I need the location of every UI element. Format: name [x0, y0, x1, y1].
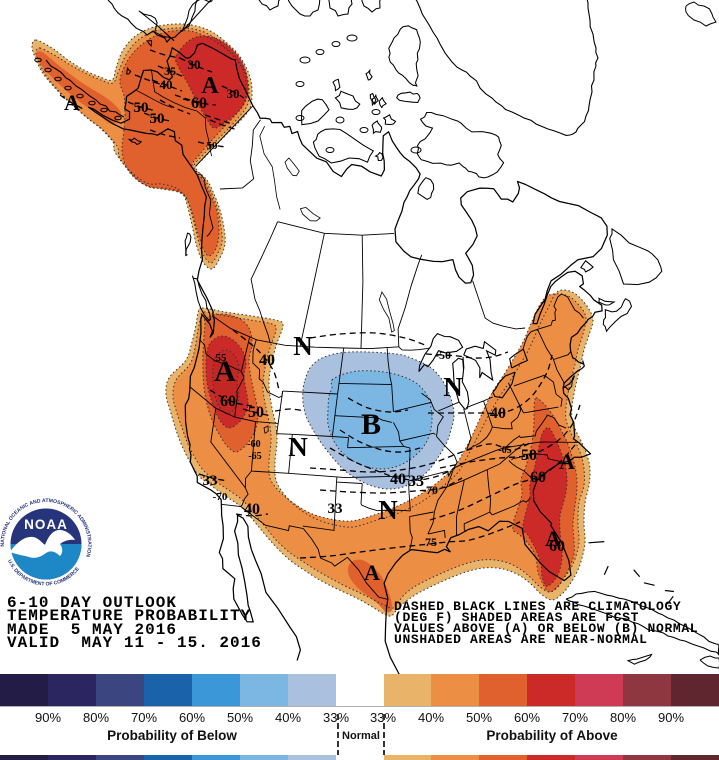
svg-text:50: 50: [248, 404, 264, 421]
svg-text:N: N: [288, 432, 308, 462]
svg-text:60: 60: [530, 469, 546, 486]
svg-text:N: N: [293, 331, 313, 361]
svg-text:40: 40: [259, 352, 275, 369]
svg-text:-50: -50: [435, 348, 451, 362]
svg-text:40: 40: [490, 405, 506, 422]
svg-text:50: 50: [207, 140, 219, 152]
svg-text:B: B: [361, 408, 381, 441]
svg-text:A: A: [64, 90, 80, 115]
svg-text:33: 33: [328, 501, 343, 517]
svg-text:40: 40: [160, 77, 173, 92]
svg-text:NOAA: NOAA: [24, 517, 68, 532]
svg-text:30: 30: [188, 57, 201, 72]
svg-text:A: A: [364, 560, 380, 585]
svg-text:60: 60: [191, 95, 207, 112]
svg-text:A: A: [559, 449, 575, 474]
svg-text:30: 30: [227, 86, 240, 101]
svg-text:-65: -65: [498, 445, 511, 456]
svg-text:50: 50: [521, 447, 537, 464]
svg-text:N: N: [378, 495, 398, 525]
svg-text:60: 60: [220, 393, 236, 410]
svg-text:40: 40: [244, 501, 260, 518]
svg-text:35: 35: [164, 64, 176, 78]
svg-text:A: A: [201, 73, 219, 99]
svg-text:75: 75: [425, 535, 437, 549]
svg-text:55: 55: [216, 352, 228, 364]
svg-text:N: N: [443, 372, 463, 402]
svg-text:33: 33: [203, 473, 218, 489]
svg-text:50: 50: [150, 111, 165, 127]
svg-text:A: A: [214, 355, 236, 388]
svg-text:60: 60: [549, 538, 565, 555]
svg-text:-60: -60: [247, 439, 260, 450]
svg-text:A: A: [545, 526, 561, 551]
svg-text:40: 40: [390, 471, 406, 488]
svg-text:50: 50: [134, 100, 149, 116]
svg-text:-70: -70: [213, 491, 228, 503]
svg-text:33: 33: [408, 473, 424, 490]
svg-text:-70: -70: [422, 483, 438, 497]
svg-text:-65: -65: [248, 451, 261, 462]
